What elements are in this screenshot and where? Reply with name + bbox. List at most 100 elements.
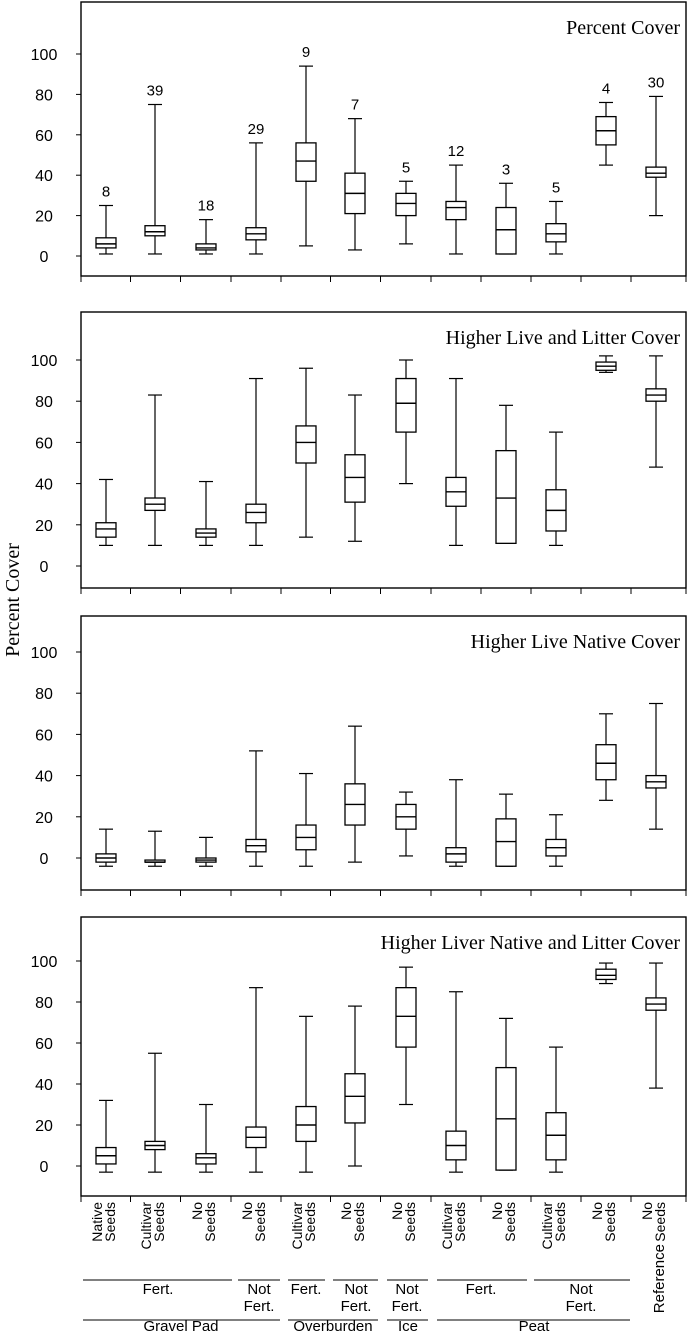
box-plot-item	[195, 219, 217, 255]
category-label: Seeds	[452, 1202, 468, 1242]
sample-size-label: 8	[102, 184, 110, 201]
box-iqr	[295, 142, 317, 182]
category-label: No	[489, 1202, 505, 1220]
box-iqr	[245, 503, 267, 524]
box-plot-item	[144, 394, 166, 547]
category-group-reference: Reference	[651, 1244, 668, 1313]
box-iqr	[545, 223, 567, 243]
box-iqr	[595, 744, 617, 781]
y-tick-label: 100	[31, 353, 58, 370]
box-plot-item	[495, 1017, 517, 1171]
y-tick-label: 20	[35, 810, 53, 827]
box-plot-item	[195, 480, 217, 547]
box-plot-item	[395, 966, 417, 1106]
y-tick-label: 20	[35, 1118, 53, 1135]
box-plot-item	[595, 962, 617, 985]
category-label: No	[389, 1202, 405, 1220]
box-plot-item	[495, 404, 517, 544]
box-plot-item	[495, 182, 517, 255]
group-label-fert: Fert.	[566, 1298, 597, 1315]
sample-size-label: 12	[448, 143, 465, 160]
box-plot-item	[645, 962, 667, 1089]
plot-frame	[80, 916, 687, 1197]
box-plot-item	[595, 355, 617, 373]
category-label: No	[589, 1202, 605, 1220]
y-tick-label: 60	[35, 1036, 53, 1053]
y-tick-label: 40	[35, 1077, 53, 1094]
box-plot-item	[645, 95, 667, 217]
box-plot-item	[144, 830, 166, 867]
category-group-ice-pad: Ice	[398, 1318, 418, 1331]
box-iqr	[445, 200, 467, 221]
box-iqr	[144, 225, 166, 237]
box-plot-item	[295, 1015, 317, 1173]
y-tick-label: 80	[35, 995, 53, 1012]
y-tick-label: 0	[40, 249, 49, 266]
group-label-not: Not	[247, 1281, 271, 1298]
box-iqr	[395, 377, 417, 433]
box-iqr	[495, 449, 517, 544]
y-tick-label: 40	[35, 769, 53, 786]
box-plot-item	[395, 791, 417, 857]
box-plot-item	[645, 702, 667, 830]
box-iqr	[395, 987, 417, 1048]
box-plot-item	[445, 991, 467, 1173]
sample-size-label: 4	[602, 80, 610, 97]
box-plot-item	[295, 772, 317, 867]
box-plot-item	[445, 377, 467, 547]
y-tick-label: 0	[40, 1159, 49, 1176]
category-label: Cultivar	[539, 1202, 555, 1250]
y-tick-label: 20	[35, 518, 53, 535]
box-iqr	[95, 237, 117, 249]
y-tick-label: 20	[35, 209, 53, 226]
box-plot-item	[445, 164, 467, 255]
category-label: Seeds	[402, 1202, 418, 1242]
box-plot-item	[344, 394, 366, 542]
group-label-not: Not	[395, 1281, 419, 1298]
sample-size-label: 7	[351, 97, 359, 114]
group-label-fert: Fert.	[143, 1281, 174, 1298]
plot-frame	[80, 311, 687, 589]
sample-size-label: 5	[402, 159, 410, 176]
category-label: Seeds	[202, 1202, 218, 1242]
box-plot-item	[144, 103, 166, 255]
category-label: Seeds	[502, 1202, 518, 1242]
box-iqr	[95, 522, 117, 538]
panel-title: Higher Liver Native and Litter Cover	[381, 932, 681, 954]
box-plot-item	[545, 1046, 567, 1173]
sample-size-label: 29	[248, 121, 265, 138]
panel-title: Higher Live Native Cover	[471, 631, 681, 653]
y-tick-label: 80	[35, 686, 53, 703]
y-tick-label: 0	[40, 851, 49, 868]
box-iqr	[195, 1153, 217, 1165]
y-tick-label: 60	[35, 128, 53, 145]
category-label: Seeds	[102, 1202, 118, 1242]
y-tick-label: 0	[40, 559, 49, 576]
category-label: No	[338, 1202, 354, 1220]
box-iqr	[344, 454, 366, 503]
box-plot-item	[95, 204, 117, 255]
sample-size-label: 39	[147, 83, 164, 100]
category-label: No	[639, 1202, 655, 1220]
box-iqr	[295, 425, 317, 464]
sample-size-label: 9	[302, 44, 310, 61]
group-label-fert: Fert.	[392, 1298, 423, 1315]
category-label: Cultivar	[439, 1202, 455, 1250]
sample-size-label: 3	[502, 161, 510, 178]
y-tick-label: 60	[35, 727, 53, 744]
box-plot-item	[195, 836, 217, 867]
category-label: No	[189, 1202, 205, 1220]
group-label-not: Not	[569, 1281, 593, 1298]
box-iqr	[495, 818, 517, 867]
box-plot-item	[645, 355, 667, 468]
box-plot-item	[344, 725, 366, 863]
y-tick-label: 100	[31, 47, 58, 64]
plot-frame	[80, 615, 687, 891]
group-label-fert: Fert.	[466, 1281, 497, 1298]
box-plot-item	[344, 118, 366, 251]
box-iqr	[195, 243, 217, 251]
box-iqr	[295, 1105, 317, 1143]
box-plot-item	[245, 377, 267, 547]
box-plot-item	[395, 359, 417, 485]
